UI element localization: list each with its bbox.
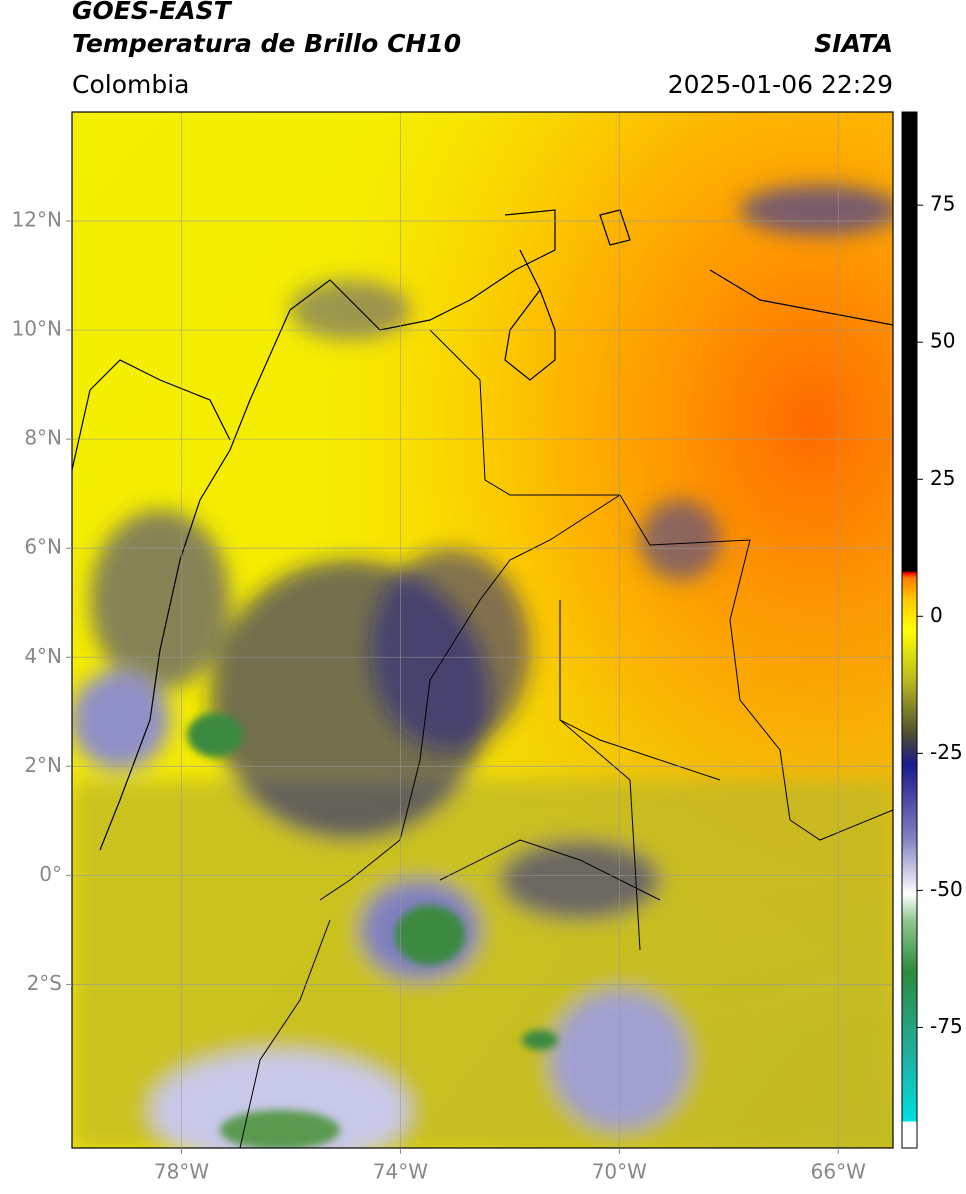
y-tick-label: 4°N (24, 644, 62, 668)
colorbar (901, 111, 918, 1149)
graticule (72, 112, 893, 1148)
x-tick-label: 74°W (373, 1160, 428, 1184)
x-tick-label: 78°W (154, 1160, 209, 1184)
colorbar-tick-label: 75 (930, 192, 955, 216)
colorbar-tick-label: -50 (930, 877, 963, 901)
x-tick-label: 66°W (811, 1160, 866, 1184)
y-tick-label: 6°N (24, 535, 62, 559)
subtitle: Temperatura de Brillo CH10 (72, 29, 461, 58)
datetime: 2025-01-06 22:29 (668, 70, 893, 99)
colorbar-tick-label: 0 (930, 603, 943, 627)
map-image (72, 112, 893, 1148)
y-tick-label: 10°N (12, 317, 62, 341)
colorbar-tick-label: 50 (930, 329, 955, 353)
colorbar-tick-label: -75 (930, 1014, 963, 1038)
y-tick-label: 12°N (12, 208, 62, 232)
y-tick-label: 0° (39, 862, 62, 886)
x-tick-label: 70°W (592, 1160, 647, 1184)
map-frame (71, 111, 894, 1149)
title: GOES-EAST (72, 0, 233, 25)
y-tick-label: 2°S (27, 971, 62, 995)
y-tick-label: 2°N (24, 753, 62, 777)
colorbar-tick-label: -25 (930, 740, 963, 764)
y-tick-label: 8°N (24, 426, 62, 450)
source: SIATA (814, 29, 893, 58)
region: Colombia (72, 70, 189, 99)
colorbar-tick-label: 25 (930, 466, 955, 490)
